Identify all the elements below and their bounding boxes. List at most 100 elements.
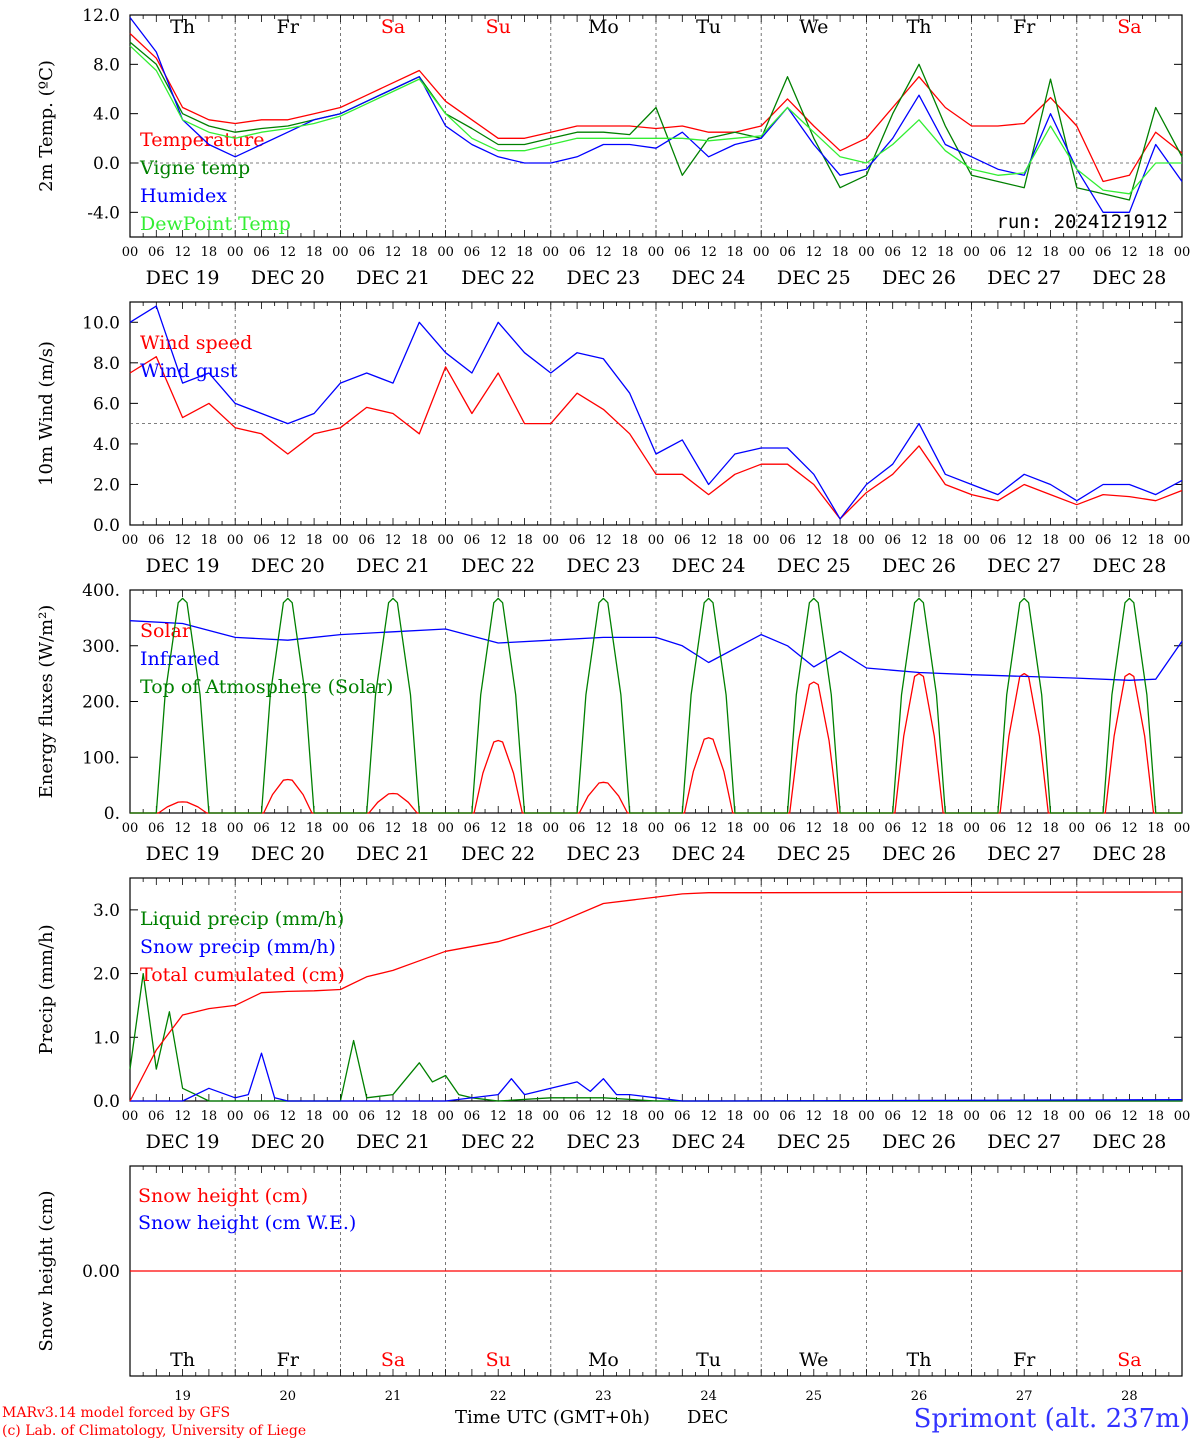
- x-hour-label: 18: [1042, 245, 1059, 260]
- x-date-label: DEC 21: [356, 843, 430, 865]
- legend-entry: Liquid precip (mm/h): [140, 908, 344, 930]
- y-tick-label: 0.0: [93, 154, 120, 174]
- x-hour-label: 18: [1147, 1109, 1164, 1124]
- y-tick-label: -4.0: [87, 203, 120, 223]
- time-axis-label: Time UTC (GMT+0h): [455, 1407, 650, 1428]
- x-hour-label: 12: [385, 245, 402, 260]
- y-tick-label: 10.0: [82, 313, 120, 333]
- x-hour-label: 18: [1042, 821, 1059, 836]
- x-date-label: DEC 19: [146, 267, 220, 289]
- x-hour-label: 06: [884, 1109, 901, 1124]
- y-tick-label: 0.: [104, 804, 120, 824]
- series-line-temperature: [129, 33, 1183, 183]
- weekday-label: Fr: [277, 1349, 300, 1371]
- weekday-label: Tu: [696, 1349, 721, 1371]
- day-number-label: 20: [280, 1389, 297, 1404]
- y-tick-label: 300.: [82, 637, 120, 657]
- x-hour-label: 12: [700, 1109, 717, 1124]
- legend-entry: Snow height (cm): [138, 1185, 308, 1207]
- x-hour-label: 00: [753, 1109, 770, 1124]
- x-hour-label: 06: [148, 533, 165, 548]
- x-hour-label: 06: [674, 1109, 691, 1124]
- day-number-label: 26: [911, 1389, 928, 1404]
- weekday-label: Th: [170, 1349, 195, 1371]
- x-hour-label: 12: [174, 533, 191, 548]
- x-hour-label: 00: [543, 245, 560, 260]
- y-tick-label: 2.0: [93, 475, 120, 495]
- x-date-label: DEC 26: [882, 843, 956, 865]
- x-hour-label: 12: [385, 821, 402, 836]
- y-axis-label: Snow height (cm): [36, 1190, 57, 1351]
- x-date-label: DEC 25: [777, 843, 851, 865]
- x-hour-label: 00: [543, 1109, 560, 1124]
- x-hour-label: 00: [1069, 821, 1086, 836]
- x-hour-label: 18: [727, 245, 744, 260]
- x-hour-label: 12: [595, 1109, 612, 1124]
- y-axis-label: 2m Temp. (ºC): [36, 60, 57, 192]
- x-date-label: DEC 28: [1092, 843, 1166, 865]
- y-tick-label: 8.0: [93, 55, 120, 75]
- location-title: Sprimont (alt. 237m): [914, 1404, 1190, 1434]
- x-hour-label: 06: [674, 533, 691, 548]
- x-hour-label: 06: [358, 1109, 375, 1124]
- x-hour-label: 06: [674, 245, 691, 260]
- x-hour-label: 00: [1174, 1109, 1191, 1124]
- y-tick-label: 0.0: [93, 516, 120, 536]
- x-hour-label: 12: [490, 821, 507, 836]
- series-line-liquid-precip-mm-h-: [129, 972, 1182, 1102]
- x-hour-label: 18: [1042, 1109, 1059, 1124]
- x-hour-label: 06: [884, 245, 901, 260]
- y-tick-label: 12.0: [82, 6, 120, 26]
- x-hour-label: 12: [1016, 245, 1033, 260]
- x-hour-label: 12: [174, 245, 191, 260]
- x-hour-label: 00: [753, 533, 770, 548]
- x-hour-label: 12: [806, 533, 823, 548]
- x-date-label: DEC 27: [987, 555, 1061, 577]
- x-hour-label: 12: [806, 821, 823, 836]
- x-hour-label: 06: [1095, 821, 1112, 836]
- x-hour-label: 18: [621, 1109, 638, 1124]
- x-date-label: DEC 26: [882, 1131, 956, 1153]
- x-hour-label: 18: [411, 821, 428, 836]
- x-hour-label: 06: [779, 821, 796, 836]
- legend-entry: Snow height (cm W.E.): [138, 1212, 356, 1234]
- day-number-label: 24: [700, 1389, 717, 1404]
- x-hour-label: 06: [1095, 245, 1112, 260]
- x-hour-label: 00: [1174, 533, 1191, 548]
- y-tick-label: 3.0: [93, 901, 120, 921]
- series-line-vigne-temp: [129, 41, 1183, 201]
- weekday-label: Fr: [1013, 1349, 1036, 1371]
- y-tick-label: 0.0: [93, 1092, 120, 1112]
- weekday-label: Su: [486, 1349, 511, 1371]
- x-date-label: DEC 22: [461, 1131, 535, 1153]
- x-hour-label: 12: [1016, 821, 1033, 836]
- x-hour-label: 00: [543, 533, 560, 548]
- x-hour-label: 00: [543, 821, 560, 836]
- legend-entry: Humidex: [140, 185, 227, 207]
- x-hour-label: 00: [858, 1109, 875, 1124]
- x-hour-label: 06: [990, 821, 1007, 836]
- x-hour-label: 18: [1147, 533, 1164, 548]
- weekday-label: Mo: [588, 1349, 619, 1371]
- x-hour-label: 00: [227, 533, 244, 548]
- y-tick-label: 100.: [82, 748, 120, 768]
- x-hour-label: 06: [569, 1109, 586, 1124]
- x-hour-label: 18: [727, 533, 744, 548]
- y-axis-label: 10m Wind (m/s): [36, 341, 57, 486]
- x-date-label: DEC 25: [777, 555, 851, 577]
- x-hour-label: 06: [1095, 1109, 1112, 1124]
- x-hour-label: 18: [1147, 245, 1164, 260]
- legend-entry: DewPoint Temp: [140, 213, 291, 235]
- y-axis-label: Energy fluxes (W/m²): [36, 605, 57, 799]
- x-date-label: DEC 26: [882, 555, 956, 577]
- x-hour-label: 00: [227, 245, 244, 260]
- series-line-top-of-atmosphere-solar-: [130, 597, 1182, 814]
- x-date-label: DEC 24: [672, 555, 746, 577]
- day-number-label: 28: [1121, 1389, 1138, 1404]
- x-hour-label: 00: [1069, 245, 1086, 260]
- x-hour-label: 18: [516, 245, 533, 260]
- legend-entry: Infrared: [140, 648, 220, 670]
- x-hour-label: 12: [1016, 533, 1033, 548]
- x-hour-label: 18: [832, 533, 849, 548]
- x-date-label: DEC 19: [146, 1131, 220, 1153]
